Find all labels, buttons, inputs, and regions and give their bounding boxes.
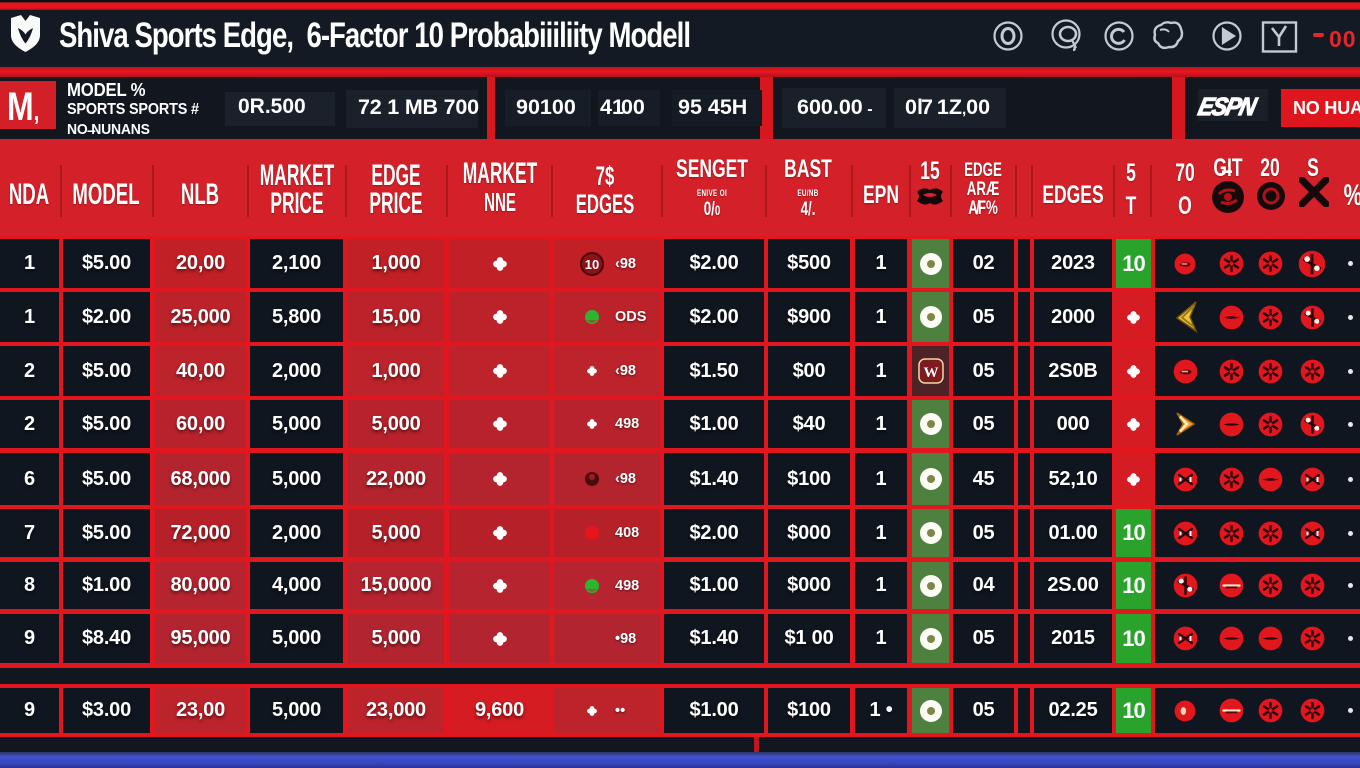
svg-text:W: W (923, 365, 938, 381)
svg-text:10: 10 (585, 257, 599, 272)
